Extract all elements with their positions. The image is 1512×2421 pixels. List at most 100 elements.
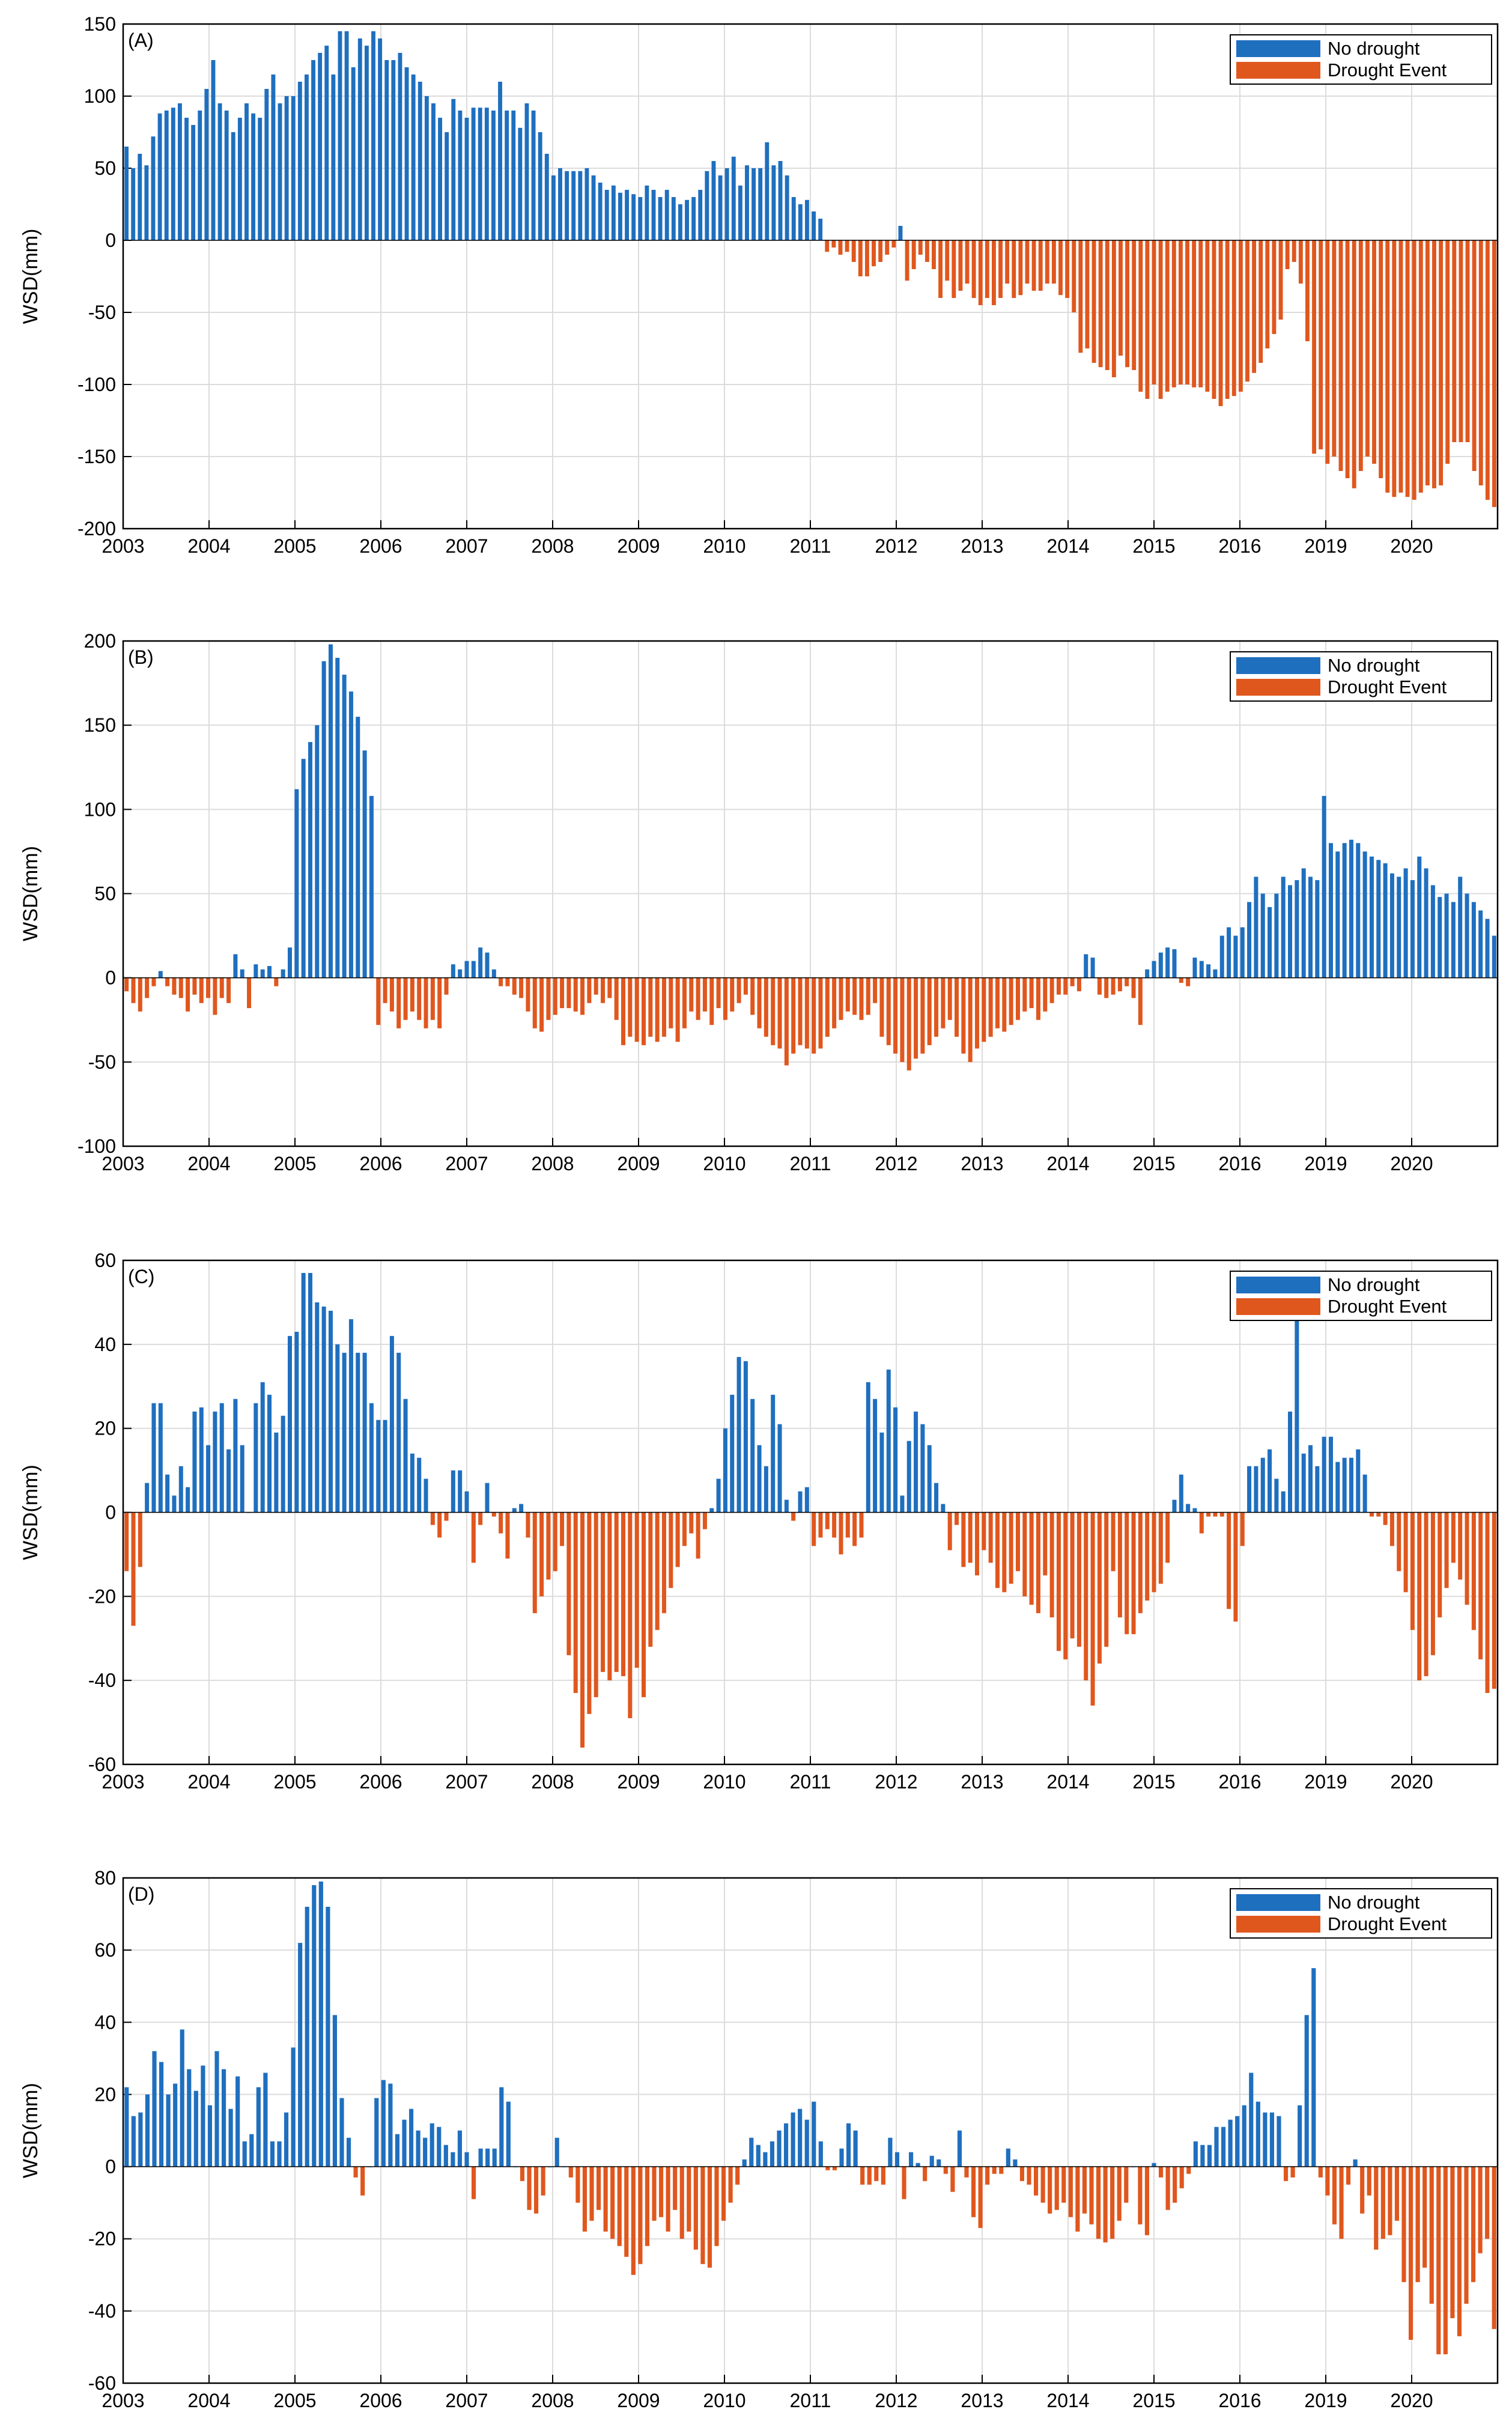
bar-no-drought (1458, 876, 1463, 978)
x-tick-label: 2007 (445, 535, 488, 557)
bar-no-drought (751, 168, 756, 240)
bar-no-drought (846, 2123, 851, 2167)
bar-no-drought (264, 89, 269, 240)
bar-drought-event (1111, 977, 1116, 995)
bar-drought-event (804, 977, 809, 1049)
bar-no-drought (180, 2029, 184, 2167)
bar-no-drought (894, 2152, 900, 2167)
bar-no-drought (311, 60, 315, 240)
bar-drought-event (955, 977, 959, 1037)
axes-frame (122, 1877, 1499, 2384)
bar-no-drought (191, 125, 196, 240)
x-tick-label: 2020 (1390, 535, 1433, 557)
y-axis-label: WSD(mm) (19, 846, 42, 941)
bar-drought-event (1075, 2166, 1080, 2232)
bar-no-drought (1247, 1466, 1252, 1513)
bar-no-drought (758, 168, 763, 240)
bar-no-drought (906, 1441, 911, 1513)
x-tick-label: 2011 (790, 1771, 831, 1793)
bar-no-drought (458, 1470, 463, 1513)
bar-no-drought (391, 60, 396, 240)
bar-no-drought (384, 60, 389, 240)
bar-drought-event (1038, 240, 1043, 291)
bar-no-drought (199, 1407, 204, 1513)
bar-drought-event (1065, 240, 1070, 298)
bar-drought-event (974, 1512, 980, 1576)
bar-drought-event (1425, 240, 1430, 485)
bar-drought-event (1485, 1512, 1490, 1693)
bar-no-drought (1235, 2116, 1240, 2167)
y-tick-label: 50 (94, 157, 116, 179)
bar-drought-event (860, 2166, 865, 2185)
bar-drought-event (165, 977, 170, 986)
bar-no-drought (1304, 2015, 1309, 2167)
bar-drought-event (1019, 2166, 1025, 2181)
bar-drought-event (1478, 1512, 1483, 1660)
bar-no-drought (233, 1399, 238, 1513)
bar-no-drought (165, 1474, 170, 1513)
bar-drought-event (723, 977, 727, 1020)
bar-drought-event (573, 977, 578, 1012)
bar-no-drought (281, 1415, 285, 1513)
bar-no-drought (1214, 2127, 1219, 2167)
bar-no-drought (898, 226, 903, 240)
x-tick-label: 2008 (531, 1771, 574, 1793)
bar-no-drought (244, 103, 249, 240)
bar-no-drought (1192, 958, 1197, 978)
bar-no-drought (233, 954, 238, 978)
bar-no-drought (1295, 880, 1299, 978)
bar-no-drought (217, 103, 222, 240)
bar-drought-event (634, 977, 639, 1042)
bar-no-drought (396, 1352, 401, 1513)
bar-no-drought (798, 1491, 803, 1513)
bar-no-drought (658, 197, 663, 240)
bar-drought-event (396, 977, 401, 1028)
bar-drought-event (955, 1512, 959, 1525)
y-tick-label: 0 (105, 229, 116, 251)
bar-drought-event (444, 1512, 449, 1521)
bar-no-drought (1362, 1474, 1367, 1513)
bar-no-drought (404, 67, 409, 240)
bar-drought-event (1098, 240, 1103, 368)
bar-drought-event (1131, 977, 1136, 998)
bar-drought-event (851, 240, 856, 262)
bar-drought-event (1185, 240, 1189, 384)
bar-no-drought (1328, 843, 1333, 978)
y-tick-label: -40 (88, 1669, 116, 1691)
bar-drought-event (982, 977, 986, 1042)
bar-no-drought (451, 964, 455, 978)
bar-drought-event (992, 2166, 997, 2174)
x-tick-label: 2006 (359, 2390, 402, 2411)
bar-drought-event (607, 977, 612, 998)
bar-no-drought (417, 82, 422, 240)
bar-drought-event (573, 1512, 578, 1693)
bar-no-drought (321, 661, 326, 978)
bar-no-drought (1322, 1436, 1326, 1513)
bar-no-drought (308, 742, 312, 978)
bar-no-drought (1342, 843, 1347, 978)
bar-drought-event (607, 1512, 612, 1681)
bar-drought-event (1131, 1512, 1136, 1635)
bar-no-drought (908, 2152, 914, 2167)
panel-label: (D) (128, 1883, 154, 1905)
bar-no-drought (312, 1885, 317, 2167)
bar-no-drought (206, 1445, 211, 1513)
bar-drought-event (1372, 240, 1376, 464)
bar-drought-event (964, 2166, 969, 2178)
legend-swatch-drought-event (1236, 1916, 1320, 1933)
bar-drought-event (1056, 977, 1061, 995)
bar-drought-event (791, 977, 796, 1054)
bar-drought-event (580, 977, 585, 1015)
bar-drought-event (866, 977, 870, 1015)
bar-no-drought (339, 2098, 344, 2167)
bar-no-drought (321, 1306, 326, 1513)
bar-drought-event (661, 977, 666, 1037)
bar-drought-event (1082, 2166, 1087, 2214)
bar-drought-event (553, 1512, 557, 1572)
bar-drought-event (610, 2166, 615, 2239)
bar-no-drought (711, 161, 716, 240)
bar-drought-event (845, 977, 850, 1012)
bar-no-drought (395, 2134, 400, 2167)
bar-no-drought (518, 127, 523, 240)
bar-drought-event (1458, 1512, 1463, 1580)
